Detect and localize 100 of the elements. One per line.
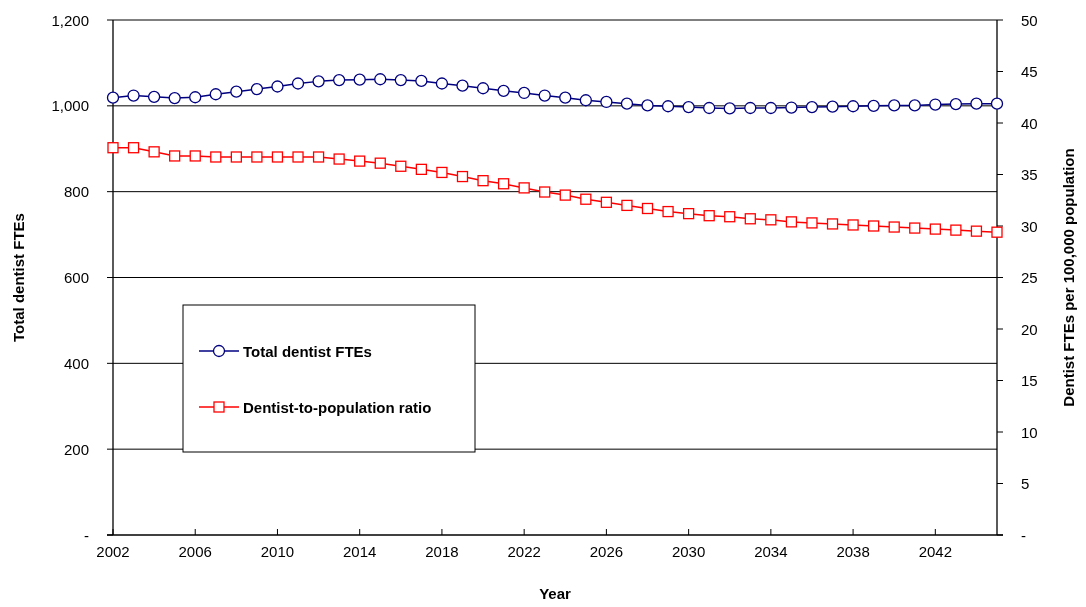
point bbox=[230, 85, 243, 98]
point bbox=[785, 216, 798, 228]
x-tick-label: 2042 bbox=[918, 543, 953, 560]
point bbox=[415, 74, 428, 88]
point bbox=[354, 155, 366, 167]
point bbox=[353, 73, 366, 86]
point bbox=[292, 151, 304, 163]
point bbox=[148, 146, 160, 158]
point bbox=[703, 101, 716, 115]
y2-tick-label: 30 bbox=[1021, 217, 1038, 235]
legend-label: Total dentist FTEs bbox=[243, 342, 372, 360]
point bbox=[724, 211, 736, 223]
x-tick-label: 2014 bbox=[343, 543, 377, 560]
point bbox=[970, 97, 983, 110]
point bbox=[661, 100, 675, 113]
point bbox=[127, 142, 140, 154]
legend-label: Dentist-to-population ratio bbox=[243, 398, 432, 416]
y-tick-label: 1,200 bbox=[51, 11, 89, 29]
point bbox=[826, 218, 839, 230]
point bbox=[949, 97, 963, 111]
point bbox=[579, 94, 592, 107]
point bbox=[806, 217, 818, 229]
point bbox=[271, 80, 284, 93]
point bbox=[600, 95, 613, 109]
x-tick-label: 2018 bbox=[425, 543, 459, 560]
point bbox=[312, 75, 325, 88]
y2-tick-label: 35 bbox=[1021, 166, 1038, 183]
x-tick-label: 2002 bbox=[96, 543, 130, 560]
x-tick-label: 2038 bbox=[836, 543, 870, 560]
y2-tick-label: 5 bbox=[1021, 475, 1030, 492]
y2-tick-label: 25 bbox=[1021, 269, 1038, 286]
y2-tick-label: 15 bbox=[1021, 372, 1038, 389]
x-tick-label: 2022 bbox=[507, 543, 541, 560]
point bbox=[682, 100, 695, 114]
point bbox=[538, 89, 551, 102]
x-axis-title: Year bbox=[539, 585, 572, 602]
y2-tick-label: 20 bbox=[1021, 320, 1038, 338]
y-tick-label: 800 bbox=[63, 183, 89, 201]
point bbox=[744, 101, 757, 115]
point bbox=[209, 88, 222, 101]
point bbox=[682, 207, 695, 220]
point bbox=[970, 225, 983, 237]
y2-axis-title: Dentist FTEs per 100,000 population bbox=[1060, 148, 1077, 407]
point bbox=[580, 193, 592, 205]
point bbox=[805, 100, 819, 114]
point bbox=[888, 99, 901, 112]
point bbox=[990, 97, 1004, 110]
point bbox=[436, 166, 448, 179]
point bbox=[312, 151, 325, 163]
point bbox=[518, 86, 531, 100]
point bbox=[476, 82, 490, 95]
point bbox=[929, 98, 942, 111]
y2-tick-label: - bbox=[1021, 526, 1026, 544]
point bbox=[929, 223, 941, 235]
x-tick-label: 2010 bbox=[260, 543, 295, 560]
point bbox=[662, 205, 674, 218]
point bbox=[723, 102, 736, 115]
point bbox=[477, 175, 489, 187]
point bbox=[559, 91, 572, 104]
point bbox=[867, 99, 880, 112]
x-tick-label: 2030 bbox=[671, 543, 706, 560]
point bbox=[456, 170, 469, 183]
y-axis-title: Total dentist FTEs bbox=[10, 213, 27, 342]
point bbox=[703, 210, 715, 222]
point bbox=[169, 150, 181, 162]
y2-tick-label: 40 bbox=[1021, 114, 1038, 132]
y2-tick-label: 50 bbox=[1021, 11, 1038, 29]
point bbox=[374, 73, 387, 86]
point bbox=[189, 150, 201, 162]
y-tick-label: 400 bbox=[63, 354, 89, 372]
point bbox=[456, 79, 469, 92]
point bbox=[333, 153, 345, 165]
point bbox=[785, 101, 798, 114]
point bbox=[210, 151, 222, 163]
point bbox=[250, 82, 264, 96]
point bbox=[497, 84, 510, 97]
point bbox=[251, 151, 263, 163]
point bbox=[374, 157, 386, 169]
point bbox=[559, 189, 571, 201]
y-tick-label: 1,000 bbox=[51, 97, 89, 115]
point bbox=[332, 73, 346, 87]
point bbox=[168, 91, 181, 105]
x-tick-label: 2026 bbox=[589, 543, 624, 560]
point bbox=[600, 196, 613, 208]
point bbox=[147, 90, 161, 103]
x-tick-label: 2034 bbox=[754, 543, 788, 560]
point bbox=[189, 91, 202, 104]
point bbox=[765, 214, 777, 226]
point bbox=[909, 222, 921, 234]
point bbox=[497, 178, 510, 190]
point bbox=[621, 199, 633, 212]
point bbox=[744, 213, 756, 225]
point bbox=[868, 220, 880, 232]
y2-tick-label: 10 bbox=[1021, 423, 1038, 441]
point bbox=[539, 186, 551, 198]
point bbox=[107, 142, 119, 154]
point bbox=[230, 151, 242, 163]
point bbox=[415, 163, 428, 175]
point bbox=[395, 160, 407, 172]
point bbox=[394, 73, 407, 87]
